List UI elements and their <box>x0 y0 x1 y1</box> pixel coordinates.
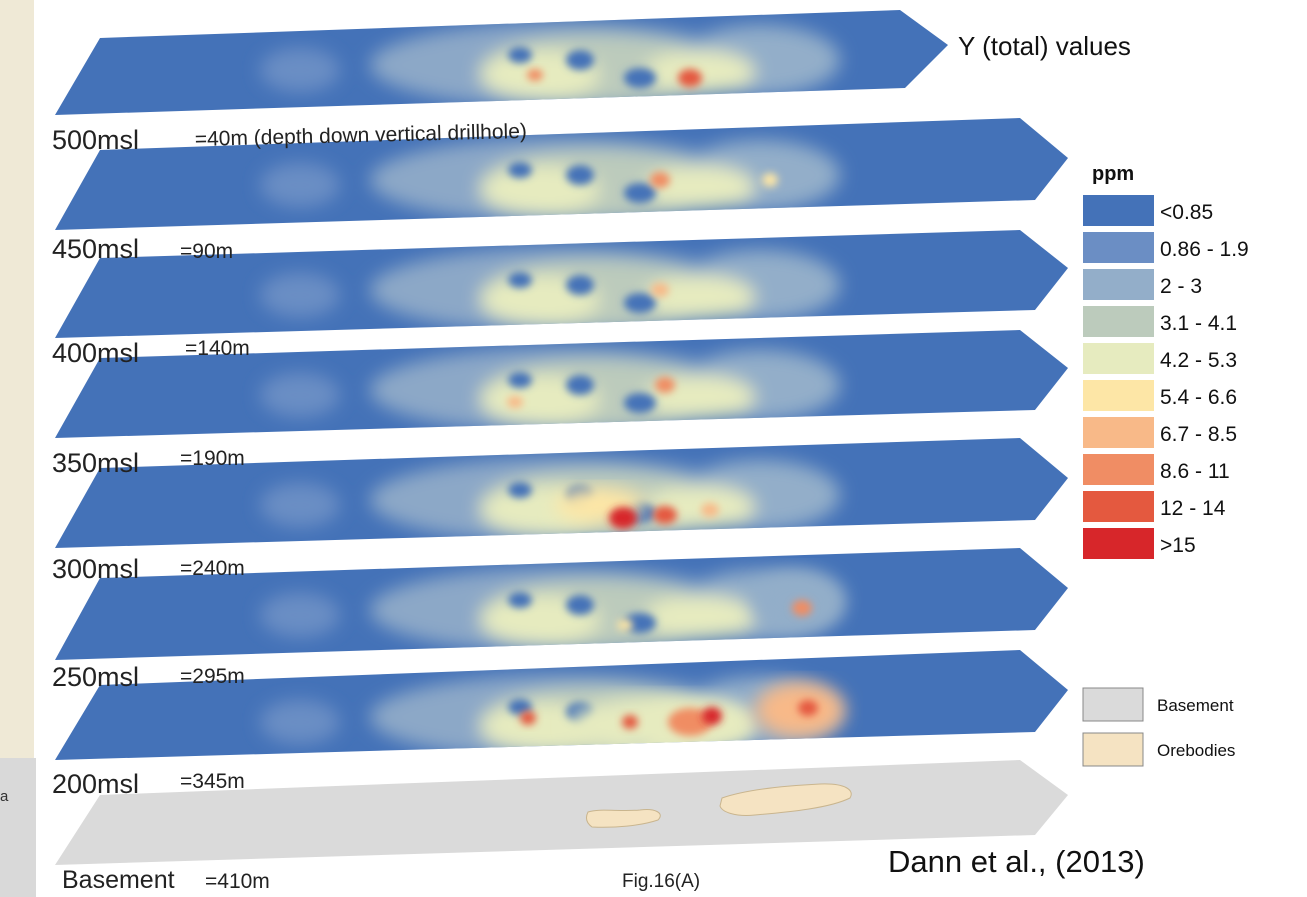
legend-swatch <box>1083 269 1154 300</box>
left-text-fragment: a <box>0 788 9 805</box>
legend-swatch <box>1083 343 1154 374</box>
legend-label: Orebodies <box>1157 741 1235 760</box>
legend-swatch <box>1083 491 1154 522</box>
legend-swatch <box>1083 195 1154 226</box>
legend-label: >15 <box>1160 534 1196 557</box>
slice-250msl <box>55 548 1068 660</box>
slice-500msl <box>55 10 948 115</box>
slice-depth-label: =190m <box>180 447 245 470</box>
slice-450msl <box>55 118 1068 230</box>
legend-label: 2 - 3 <box>1160 275 1202 298</box>
slice-depth-label: =140m <box>185 337 250 360</box>
slice-350msl <box>55 330 1068 438</box>
legend-swatch <box>1082 687 1144 722</box>
slice-level-label: 250msl <box>52 662 139 692</box>
slice-depth-label: =410m <box>205 870 270 893</box>
orebody-1 <box>586 809 661 828</box>
legend-swatch <box>1082 732 1144 767</box>
legend-label: 5.4 - 6.6 <box>1160 386 1237 409</box>
legend-swatch <box>1083 232 1154 263</box>
legend-swatch <box>1083 528 1154 559</box>
figure-label: Fig.16(A) <box>622 871 700 892</box>
slice-level-label: 350msl <box>52 448 139 478</box>
slice-level-label: 500msl <box>52 125 139 155</box>
citation: Dann et al., (2013) <box>888 844 1145 879</box>
slice-400msl <box>55 230 1068 338</box>
legend-label: <0.85 <box>1160 201 1213 224</box>
slice-level-label: 450msl <box>52 234 139 264</box>
slice-300msl <box>55 438 1068 548</box>
slice-level-label: 400msl <box>52 338 139 368</box>
legend: ppm <0.85 0.86 - 1.9 2 - 3 3.1 - 4.1 4.2 - 5… <box>1082 163 1249 767</box>
slice-basement <box>55 760 1068 865</box>
legend-heading: ppm <box>1092 163 1134 185</box>
slice-depth-label: =295m <box>180 665 245 688</box>
legend-swatch <box>1083 417 1154 448</box>
legend-label: 4.2 - 5.3 <box>1160 349 1237 372</box>
legend-label: 6.7 - 8.5 <box>1160 423 1237 446</box>
legend-label: Basement <box>1157 696 1234 715</box>
figure-title: Y (total) values <box>958 31 1131 61</box>
slice-level-label: 300msl <box>52 554 139 584</box>
orebody-2 <box>719 783 852 816</box>
slice-depth-label: =90m <box>180 240 233 263</box>
legend-label: 3.1 - 4.1 <box>1160 312 1237 335</box>
slice-labels: 500msl =40m (depth down vertical drillho… <box>52 120 527 894</box>
left-edge-strip <box>0 758 36 897</box>
legend-swatch <box>1083 454 1154 485</box>
slice-depth-label: =345m <box>180 770 245 793</box>
legend-label: 8.6 - 11 <box>1160 460 1230 483</box>
legend-swatch <box>1083 306 1154 337</box>
slice-200msl <box>55 650 1068 760</box>
legend-label: 12 - 14 <box>1160 497 1226 520</box>
legend-swatch <box>1083 380 1154 411</box>
legend-label: 0.86 - 1.9 <box>1160 238 1249 261</box>
slice-level-label: Basement <box>62 866 175 894</box>
slice-level-label: 200msl <box>52 769 139 799</box>
slice-depth-label: =240m <box>180 557 245 580</box>
